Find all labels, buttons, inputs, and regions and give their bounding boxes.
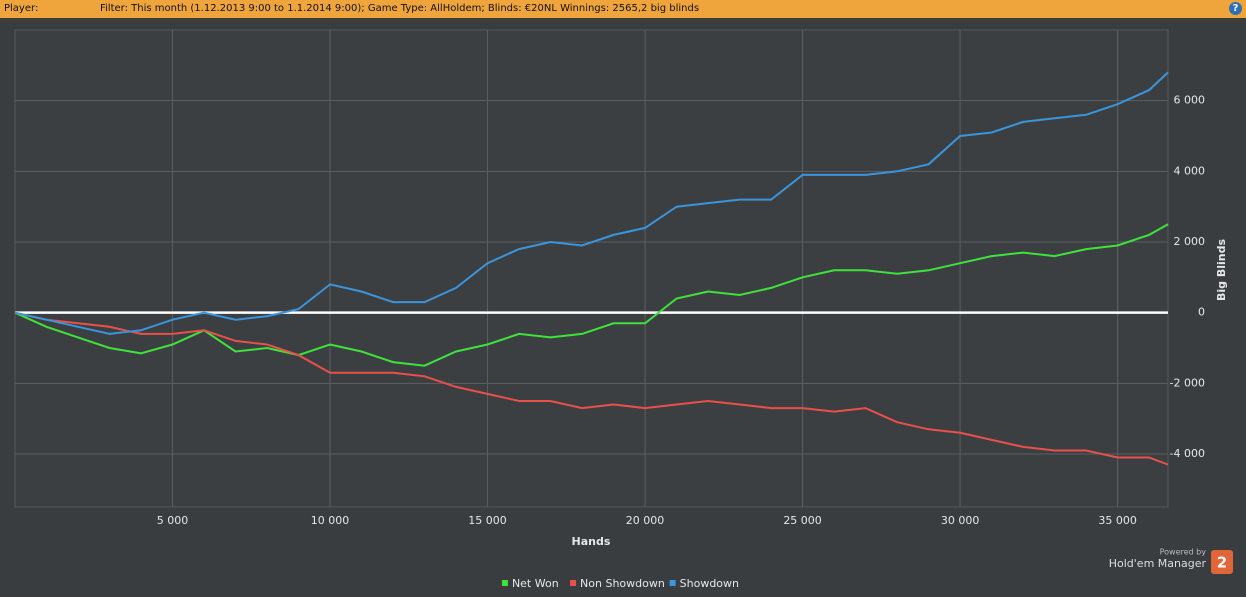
legend-label: Non Showdown	[580, 577, 665, 590]
y-axis-label: Big Blinds	[1215, 239, 1228, 301]
x-tick-label: 10 000	[311, 514, 350, 527]
legend-swatch	[501, 580, 508, 586]
x-axis-label: Hands	[572, 535, 611, 548]
plot-area	[14, 29, 1169, 508]
series-line	[14, 311, 1169, 466]
player-label: Player:	[4, 3, 39, 14]
filter-bar: Player: Filter: This month (1.12.2013 9:…	[0, 0, 1246, 18]
powered-by: Powered by	[1160, 548, 1207, 557]
series-line	[14, 71, 1169, 335]
legend-label: Showdown	[680, 577, 739, 590]
x-tick-label: 15 000	[468, 514, 507, 527]
legend-label: Net Won	[512, 577, 559, 590]
product-name: Hold'em Manager	[1109, 557, 1207, 570]
chart: Hands Big Blinds Powered by Hold'em Mana…	[14, 29, 1233, 590]
logo-version: 2	[1217, 554, 1227, 572]
y-tick-label: 2 000	[1174, 235, 1206, 248]
y-tick-label: -4 000	[1170, 447, 1205, 460]
series-line	[14, 223, 1169, 367]
x-tick-label: 30 000	[941, 514, 980, 527]
legend-swatch	[669, 580, 676, 586]
logo-badge	[1211, 550, 1233, 574]
y-tick-label: 4 000	[1174, 164, 1206, 177]
legend-swatch	[570, 580, 577, 586]
y-tick-label: 0	[1198, 306, 1205, 319]
filter-text: Filter: This month (1.12.2013 9:00 to 1.…	[100, 3, 700, 14]
x-tick-label: 20 000	[626, 514, 665, 527]
x-tick-label: 35 000	[1098, 514, 1137, 527]
help-icon[interactable]: ?	[1229, 2, 1242, 15]
y-tick-label: -2 000	[1170, 376, 1205, 389]
x-tick-label: 5 000	[157, 514, 189, 527]
y-tick-label: 6 000	[1174, 94, 1206, 107]
x-tick-label: 25 000	[783, 514, 822, 527]
